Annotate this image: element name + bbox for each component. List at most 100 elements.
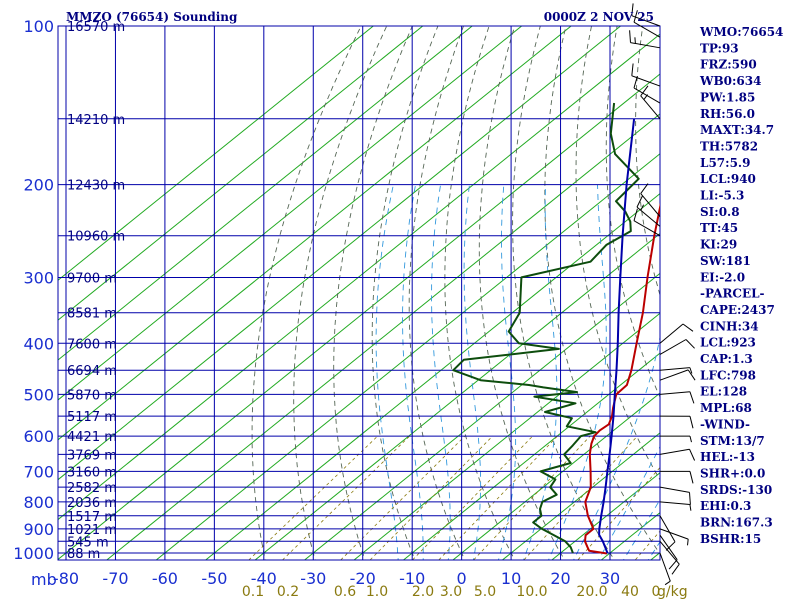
pressure-tick-label: 500 xyxy=(23,385,54,404)
index-value: KI:29 xyxy=(700,238,737,252)
height-label: 10960 m xyxy=(67,230,125,245)
mixing-ratio-line xyxy=(337,436,465,564)
height-label: 5870 m xyxy=(67,388,117,403)
index-value: WB0:634 xyxy=(699,74,761,88)
pressure-tick-label: 700 xyxy=(23,462,54,481)
height-label: 9700 m xyxy=(67,271,117,286)
pressure-tick-label: 100 xyxy=(23,17,54,36)
index-value: MPL:68 xyxy=(700,401,752,415)
mixing-ratio-tick-label: 0.1 xyxy=(242,584,264,600)
pressure-tick-label: 200 xyxy=(23,176,54,195)
height-label: 12430 m xyxy=(67,179,125,194)
mixing-ratio-line xyxy=(574,436,688,564)
height-label: 8581 m xyxy=(67,307,117,322)
wind-barb xyxy=(630,30,660,48)
height-label: 88 m xyxy=(67,547,100,562)
index-value: -PARCEL- xyxy=(700,287,765,301)
wind-barb xyxy=(660,370,695,380)
index-value: SI:0.8 xyxy=(700,205,740,219)
index-value: LCL:940 xyxy=(700,172,756,186)
chart-timestamp: 0000Z 2 NOV 25 xyxy=(544,10,654,24)
height-label: 2582 m xyxy=(67,481,117,496)
index-value: WMO:76654 xyxy=(699,25,783,39)
isotherm-line xyxy=(102,2,799,564)
temperature-tick-label: -70 xyxy=(102,569,128,588)
height-label: 3160 m xyxy=(67,465,117,480)
temperature-tick-label: -80 xyxy=(53,569,79,588)
height-label: 5117 m xyxy=(67,410,117,425)
pressure-tick-labels: 100 200 300 400 500 600 700 800 900 1000 xyxy=(13,17,54,563)
index-value: CINH:34 xyxy=(700,319,759,333)
index-value: PW:1.85 xyxy=(700,90,755,104)
temperature-tick-label: -60 xyxy=(152,569,178,588)
height-label: 2036 m xyxy=(67,496,117,511)
mixing-ratio-line xyxy=(435,436,558,564)
temperature-tick-label: -30 xyxy=(300,569,326,588)
index-value: SHR+:0.0 xyxy=(700,466,765,480)
wind-barb xyxy=(660,324,693,343)
pressure-unit-label: mb xyxy=(31,570,57,589)
header: MMZO (76654) Sounding 0000Z 2 NOV 25 xyxy=(66,10,654,24)
height-label: 7600 m xyxy=(67,337,117,352)
mixing-ratio-tick-label: 3.0 xyxy=(440,584,462,600)
wind-barb xyxy=(660,502,691,511)
plot-frame xyxy=(58,26,660,560)
wind-barb xyxy=(660,392,694,404)
temperature-tick-label: 20 xyxy=(550,569,570,588)
parcel-profile-line xyxy=(599,119,634,553)
index-value: BRN:167.3 xyxy=(700,516,773,530)
pressure-tick-label: 400 xyxy=(23,334,54,353)
isotherm-lines xyxy=(0,2,800,564)
index-value: FRZ:590 xyxy=(700,58,757,72)
wind-barb xyxy=(660,340,695,355)
pressure-tick-label: 600 xyxy=(23,427,54,446)
wind-barb xyxy=(660,471,693,483)
index-value: LI:-5.3 xyxy=(700,189,744,203)
wind-barb xyxy=(660,449,695,460)
chart-title: MMZO (76654) Sounding xyxy=(66,10,238,24)
isotherm-line xyxy=(52,2,749,564)
dry-adiabat-line xyxy=(513,26,618,564)
index-value: CAPE:2437 xyxy=(700,303,775,317)
index-value: -WIND- xyxy=(700,417,750,431)
moist-adiabat-line xyxy=(376,185,398,565)
index-value: EHI:0.3 xyxy=(700,499,751,513)
mixing-ratio-unit-label: g/kg xyxy=(657,584,688,600)
mixing-ratio-line xyxy=(278,436,409,564)
index-value: LFC:798 xyxy=(700,368,756,382)
moist-adiabat-line xyxy=(432,185,451,565)
index-value: SRDS:-130 xyxy=(700,483,772,497)
mixing-ratio-tick-label: 20.0 xyxy=(576,584,607,600)
dry-adiabat-line xyxy=(796,26,800,564)
index-value: BSHR:15 xyxy=(700,532,761,546)
isotherm-line xyxy=(0,2,403,564)
index-value: EI:-2.0 xyxy=(700,270,745,284)
index-value: HEL:-13 xyxy=(700,450,755,464)
wind-barbs xyxy=(630,3,696,584)
index-value: RH:56.0 xyxy=(700,107,755,121)
index-value: L57:5.9 xyxy=(700,156,750,170)
pressure-tick-label: 900 xyxy=(23,520,54,539)
index-value: SW:181 xyxy=(700,254,751,268)
pressure-tick-label: 1000 xyxy=(13,544,54,563)
wind-barb xyxy=(660,416,693,428)
dry-adiabat-line xyxy=(479,26,567,564)
sounding-profiles xyxy=(453,26,734,554)
wind-barb xyxy=(641,184,660,217)
mixing-ratio-line xyxy=(470,436,591,564)
indices-panel: WMO:76654TP:93FRZ:590WB0:634PW:1.85RH:56… xyxy=(699,25,783,546)
pressure-tick-label: 800 xyxy=(23,493,54,512)
mixing-ratio-line xyxy=(408,436,532,564)
dry-adiabat-line xyxy=(372,26,438,564)
index-value: EL:128 xyxy=(700,385,747,399)
wind-barb xyxy=(660,553,670,585)
mixing-ratio-tick-label: 40 xyxy=(621,584,639,600)
index-value: CAP:1.3 xyxy=(700,352,753,366)
height-label: 14210 m xyxy=(67,113,125,128)
pressure-tick-label: 300 xyxy=(23,268,54,287)
mixing-ratio-tick-label: 5.0 xyxy=(474,584,496,600)
index-value: STM:13/7 xyxy=(700,434,765,448)
isotherm-line xyxy=(596,2,800,564)
mixing-ratio-tick-label: 2.0 xyxy=(412,584,434,600)
